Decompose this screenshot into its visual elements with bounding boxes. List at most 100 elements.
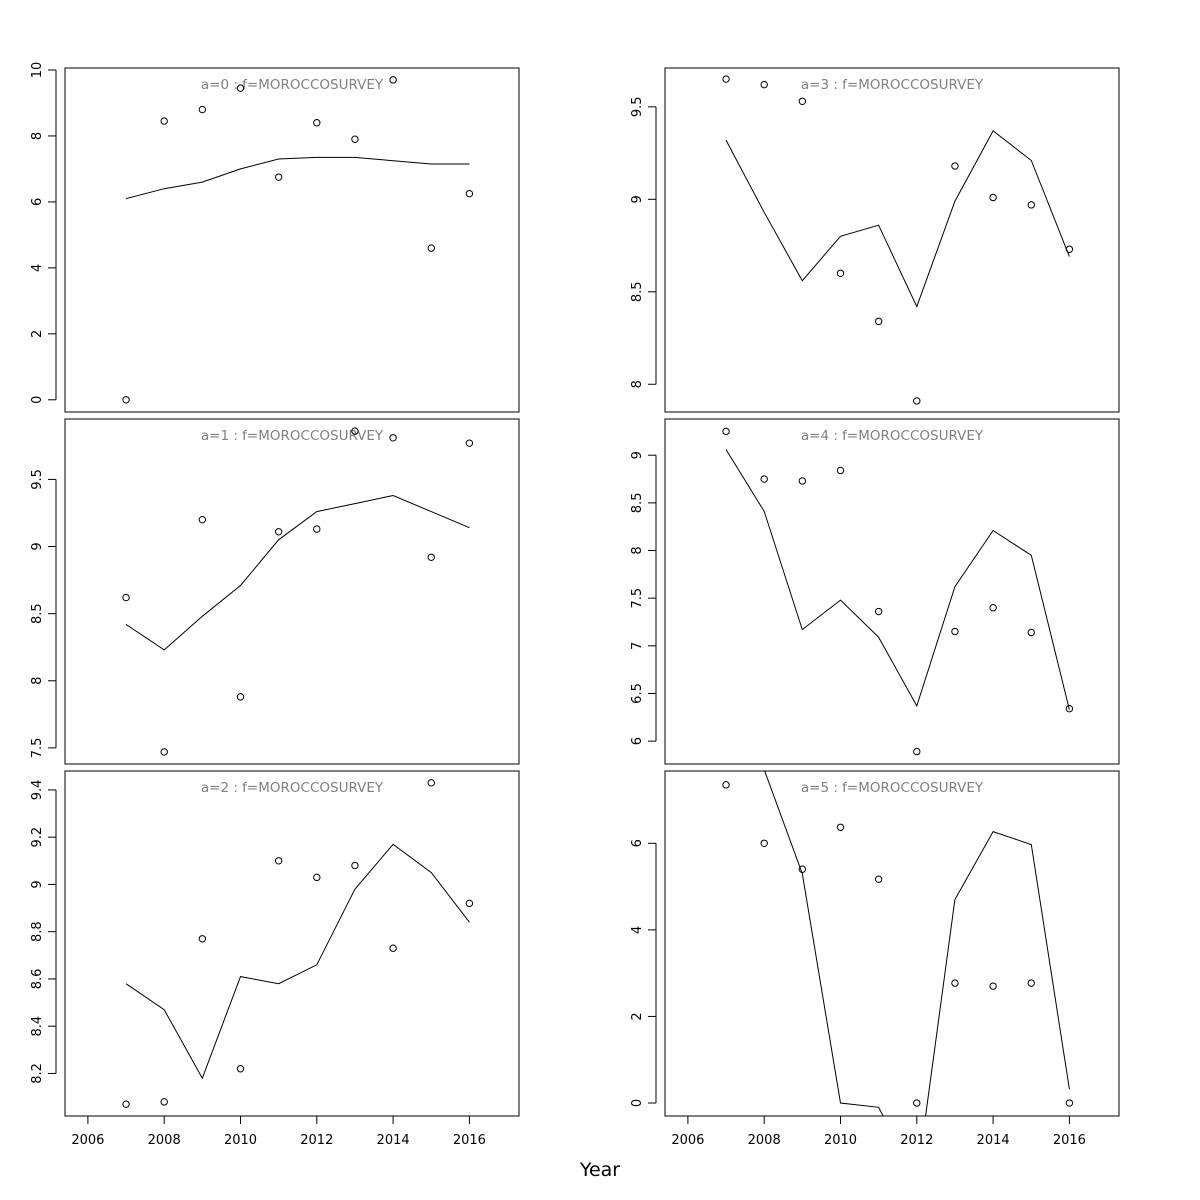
data-point	[389, 434, 397, 442]
panel-title: a=3 : f=MOROCCOSURVEY	[801, 77, 984, 93]
panel-5: 0 2 4 6 2006 2008 2010 2012 2014 2016 a=5 : f=MORO…	[630, 770, 1120, 1148]
data-point	[236, 84, 245, 92]
data-point	[798, 97, 807, 105]
y-tick-label: 8.5	[630, 493, 645, 514]
x-tick-label: 2012	[900, 1133, 933, 1148]
y-tick-label: 6	[630, 737, 645, 745]
y-tick-label: 2	[30, 330, 45, 338]
data-point	[913, 397, 921, 405]
data-point	[465, 189, 474, 198]
panel-title: a=2 : f=MOROCCOSURVEY	[201, 780, 384, 796]
x-tick-label: 2014	[377, 1133, 410, 1148]
panel-1: 7.5 8 8.5 9 9.5 a=1 : f=MOROCCOSURVEY	[30, 418, 520, 765]
x-axis-label: Year	[579, 1159, 621, 1181]
y-tick-label: 9.4	[30, 780, 45, 801]
data-point	[913, 747, 921, 756]
panel-title: a=1 : f=MOROCCOSURVEY	[201, 428, 384, 444]
plot-area	[722, 771, 1074, 1116]
data-point	[351, 861, 359, 870]
data-point	[722, 427, 730, 436]
y-tick-label: 9.2	[30, 827, 45, 848]
y-tick-label: 9	[30, 880, 45, 888]
y-tick-label: 9.5	[630, 96, 645, 117]
data-point	[874, 317, 883, 326]
plot-area	[122, 76, 474, 404]
series-line	[125, 156, 470, 200]
y-tick-label: 9	[30, 542, 45, 550]
plot-area	[722, 427, 1074, 756]
y-tick-label: 8	[630, 380, 645, 388]
panel-title: a=5 : f=MOROCCOSURVEY	[801, 780, 984, 796]
data-point	[836, 466, 845, 475]
data-point	[989, 982, 997, 990]
panel-0: 0 2 4 6 8 10 a=0 : f=MOROCCOSURVEY	[30, 62, 520, 413]
y-tick-label: 8.5	[30, 603, 45, 624]
plot-area	[122, 427, 474, 756]
y-tick-label: 6	[630, 839, 645, 847]
data-point	[951, 979, 959, 987]
data-point	[313, 119, 321, 127]
data-point	[913, 1099, 921, 1107]
y-tick-label: 0	[30, 396, 45, 404]
data-point	[313, 525, 321, 533]
y-tick-label: 7.5	[30, 738, 45, 759]
data-point	[1065, 1099, 1074, 1107]
panel-frame	[664, 418, 1120, 765]
data-point	[989, 604, 997, 612]
data-point	[722, 781, 730, 789]
data-point	[760, 475, 768, 483]
panel-2: 8.2 8.4 8.6 8.8 9 9.2 9.4 2006 2008 2010 2012 2014 2…	[30, 770, 520, 1148]
series-line	[764, 771, 1070, 1116]
y-tick-label: 6.5	[630, 683, 645, 704]
panel-title: a=0 : f=MOROCCOSURVEY	[201, 77, 384, 93]
y-tick-label: 0	[630, 1099, 645, 1107]
series-line	[725, 130, 1070, 308]
data-point	[798, 477, 807, 485]
data-point	[951, 162, 959, 170]
y-tick-label: 7	[630, 642, 645, 650]
data-point	[722, 75, 730, 83]
data-point	[874, 607, 883, 616]
y-tick-label: 7.5	[630, 588, 645, 609]
y-tick-label: 8	[30, 677, 45, 685]
y-tick-label: 8.4	[30, 1016, 45, 1037]
data-point	[760, 839, 768, 847]
panel-frame	[64, 770, 520, 1117]
data-point	[427, 244, 435, 252]
y-tick-label: 2	[630, 1012, 645, 1020]
panel-3: 8 8.5 9 9.5 a=3 : f=MOROCCOSURVEY	[630, 67, 1120, 413]
x-tick-label: 2008	[748, 1133, 781, 1148]
data-point	[274, 857, 283, 865]
data-point	[198, 515, 207, 524]
data-point	[122, 396, 130, 404]
data-point	[198, 105, 207, 114]
x-tick-label: 2016	[1053, 1133, 1086, 1148]
panel-4: 6 6.5 7 7.5 8 8.5 9 a=4 : f=MOROCCOSURVEY	[630, 418, 1120, 765]
series-line	[725, 449, 1070, 710]
data-point	[951, 627, 959, 636]
data-point	[160, 1098, 168, 1106]
data-point	[427, 553, 435, 561]
x-tick-label: 2006	[71, 1133, 104, 1148]
plot-area	[122, 779, 474, 1108]
data-point	[1065, 245, 1074, 253]
data-point	[989, 193, 997, 202]
x-tick-label: 2016	[453, 1133, 486, 1148]
data-point	[874, 875, 883, 883]
y-tick-label: 4	[30, 264, 45, 272]
data-point	[836, 269, 845, 277]
data-point	[1065, 705, 1074, 713]
y-tick-label: 8	[30, 132, 45, 140]
x-tick-label: 2012	[300, 1133, 333, 1148]
plot-area	[722, 75, 1074, 405]
data-point	[465, 899, 474, 908]
data-point	[122, 1100, 130, 1108]
y-tick-label: 8.6	[30, 969, 45, 990]
y-tick-label: 6	[30, 198, 45, 206]
data-point	[236, 693, 245, 701]
data-point	[313, 873, 321, 882]
panel-frame	[664, 770, 1120, 1117]
y-tick-label: 8.2	[30, 1063, 45, 1084]
data-point	[389, 76, 397, 84]
